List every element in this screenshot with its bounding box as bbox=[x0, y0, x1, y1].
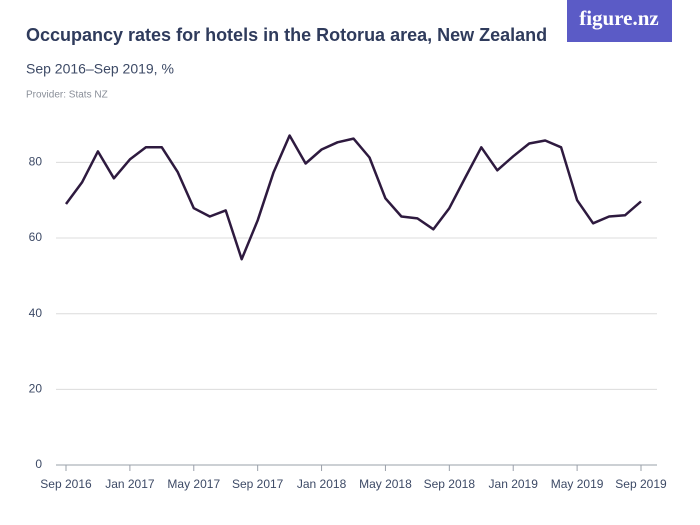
y-tick-label: 80 bbox=[29, 155, 43, 169]
x-tick-label: May 2017 bbox=[167, 477, 220, 491]
x-tick-label: Sep 2016 bbox=[40, 477, 92, 491]
x-tick-label: Sep 2018 bbox=[424, 477, 476, 491]
line bbox=[64, 134, 642, 261]
chart-subtitle: Sep 2016–Sep 2019, % bbox=[26, 61, 174, 77]
x-tick-label: Sep 2019 bbox=[615, 477, 667, 491]
provider: Provider: Stats NZ bbox=[26, 90, 108, 101]
y-tick-label: 60 bbox=[29, 230, 43, 244]
chart-title: Occupancy rates for hotels in the Rotoru… bbox=[26, 25, 547, 45]
x-tick-label: May 2019 bbox=[551, 477, 604, 491]
y-tick-label: 20 bbox=[29, 382, 43, 396]
x-tick-label: Sep 2017 bbox=[232, 477, 284, 491]
y-tick-label: 40 bbox=[29, 306, 43, 320]
y-tick-label: 0 bbox=[35, 457, 42, 471]
x-tick-label: Jan 2018 bbox=[297, 477, 347, 491]
logo: figure.nz bbox=[579, 6, 659, 30]
x-tick-label: Jan 2017 bbox=[105, 477, 155, 491]
logo-box bbox=[567, 0, 672, 42]
x-tick-label: Jan 2019 bbox=[489, 477, 539, 491]
x-tick-label: May 2018 bbox=[359, 477, 412, 491]
